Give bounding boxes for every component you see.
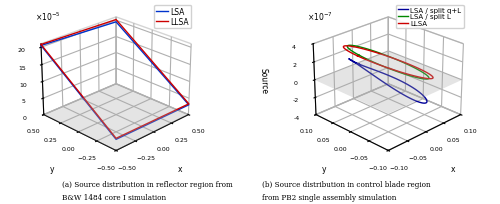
Text: from PB2 single assembly simulation: from PB2 single assembly simulation bbox=[262, 193, 397, 201]
Text: $\times10^{-5}$: $\times10^{-5}$ bbox=[34, 11, 60, 23]
Legend: LSA, LLSA: LSA, LLSA bbox=[154, 6, 191, 29]
Y-axis label: y: y bbox=[322, 165, 326, 174]
X-axis label: x: x bbox=[178, 165, 183, 174]
Text: (a) Source distribution in reflector region from: (a) Source distribution in reflector reg… bbox=[62, 181, 233, 188]
Text: $\times10^{-7}$: $\times10^{-7}$ bbox=[307, 11, 332, 23]
Text: B&W 1484 core I simulation: B&W 1484 core I simulation bbox=[62, 193, 166, 201]
Text: (b) Source distribution in control blade region: (b) Source distribution in control blade… bbox=[262, 181, 431, 188]
Y-axis label: y: y bbox=[50, 165, 54, 174]
X-axis label: x: x bbox=[450, 165, 455, 174]
Legend: LSA / split q+L, LSA / split L, LLSA: LSA / split q+L, LSA / split L, LLSA bbox=[396, 6, 464, 29]
